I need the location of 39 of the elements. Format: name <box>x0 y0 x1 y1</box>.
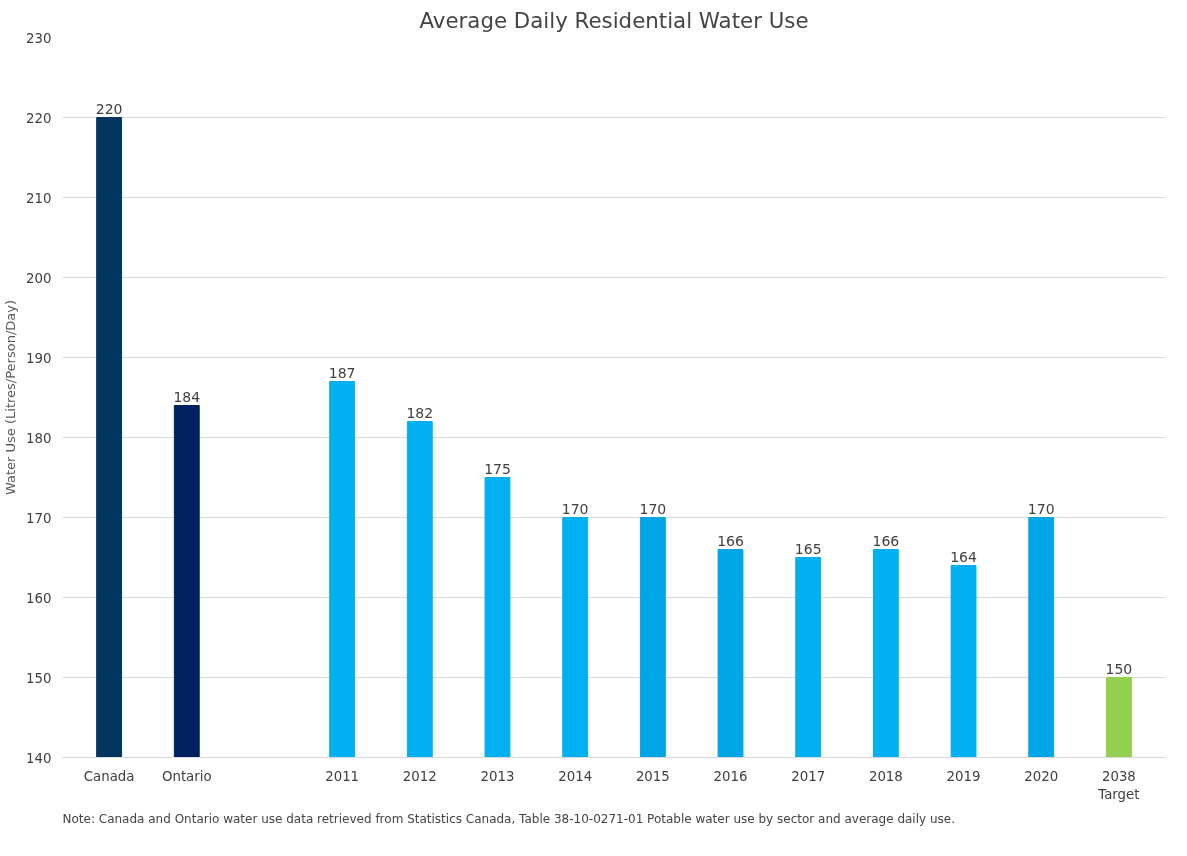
x-tick-label: 2016 <box>713 768 748 784</box>
x-tick-label: 2011 <box>325 768 360 784</box>
data-label: 175 <box>484 460 511 477</box>
x-tick-label: 2019 <box>946 768 981 784</box>
data-label: 184 <box>173 388 201 405</box>
y-tick-label: 210 <box>26 190 52 206</box>
y-tick-label: 220 <box>26 110 52 126</box>
data-label: 166 <box>872 532 900 549</box>
y-tick-label: 190 <box>26 350 52 366</box>
y-axis-title: Water Use (Litres/Person/Day) <box>3 299 19 496</box>
data-label: 170 <box>1027 500 1055 517</box>
data-label: 170 <box>561 500 589 517</box>
y-tick-label: 230 <box>26 30 52 46</box>
x-tick-label: 2020 <box>1024 768 1059 784</box>
x-tick-label: 2015 <box>635 768 670 784</box>
x-tick-label: 2017 <box>791 768 826 784</box>
data-label: 187 <box>328 364 356 381</box>
data-label: 220 <box>95 100 123 117</box>
y-tick-label: 140 <box>26 750 52 766</box>
x-tick-label: 2013 <box>480 768 515 784</box>
text: Note: Canada and Ontario water use data retrieved from Statistics Canada, Table 38-10-0271-01 Potable water use by sector and average daily use. <box>62 811 956 826</box>
x-tick-label: Ontario <box>161 768 212 784</box>
y-tick-label: 150 <box>26 670 52 686</box>
y-tick-label: 170 <box>26 510 52 526</box>
x-tick-label: 2018 <box>868 768 903 784</box>
x-tick-label: 2014 <box>558 768 593 784</box>
chart-title: Average Daily Residential Water Use <box>419 7 809 33</box>
data-label: 150 <box>1105 660 1133 677</box>
x-tick-label: Canada <box>83 768 135 784</box>
data-label: 166 <box>717 532 744 549</box>
data-label: 164 <box>950 548 977 565</box>
y-tick-label: 200 <box>26 270 52 286</box>
x-tick-label: 2012 <box>402 768 437 784</box>
data-label: 170 <box>639 500 667 517</box>
data-label: 182 <box>406 404 434 421</box>
y-tick-label: 180 <box>26 430 52 446</box>
y-tick-label: 160 <box>26 590 52 606</box>
x-tick-label: 2038 Target <box>1097 768 1140 802</box>
data-label: 165 <box>794 540 822 557</box>
